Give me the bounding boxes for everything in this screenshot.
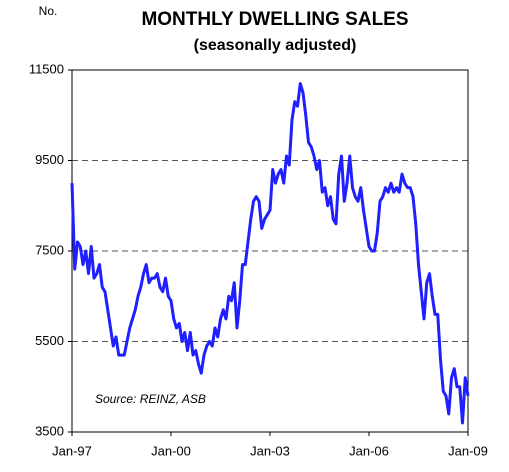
x-tick-label: Jan-03 bbox=[250, 443, 290, 458]
y-tick-label: 3500 bbox=[35, 423, 64, 438]
x-tick-label: Jan-00 bbox=[151, 443, 191, 458]
data-line bbox=[70, 82, 470, 425]
x-tick-label: Jan-09 bbox=[448, 443, 488, 458]
x-tick-label: Jan-97 bbox=[52, 443, 92, 458]
y-axis-label: No. bbox=[39, 4, 58, 18]
y-tick-label: 7500 bbox=[35, 242, 64, 257]
x-tick-label: Jan-06 bbox=[349, 443, 389, 458]
plot-frame bbox=[71, 69, 469, 433]
y-tick-label: 5500 bbox=[35, 333, 64, 348]
chart-subtitle: (seasonally adjusted) bbox=[194, 37, 357, 54]
y-tick-label: 9500 bbox=[35, 152, 64, 167]
y-tick-label: 11500 bbox=[29, 61, 64, 76]
chart-title: MONTHLY DWELLING SALES bbox=[141, 9, 408, 30]
annotation: Source: REINZ, ASB bbox=[95, 392, 206, 406]
